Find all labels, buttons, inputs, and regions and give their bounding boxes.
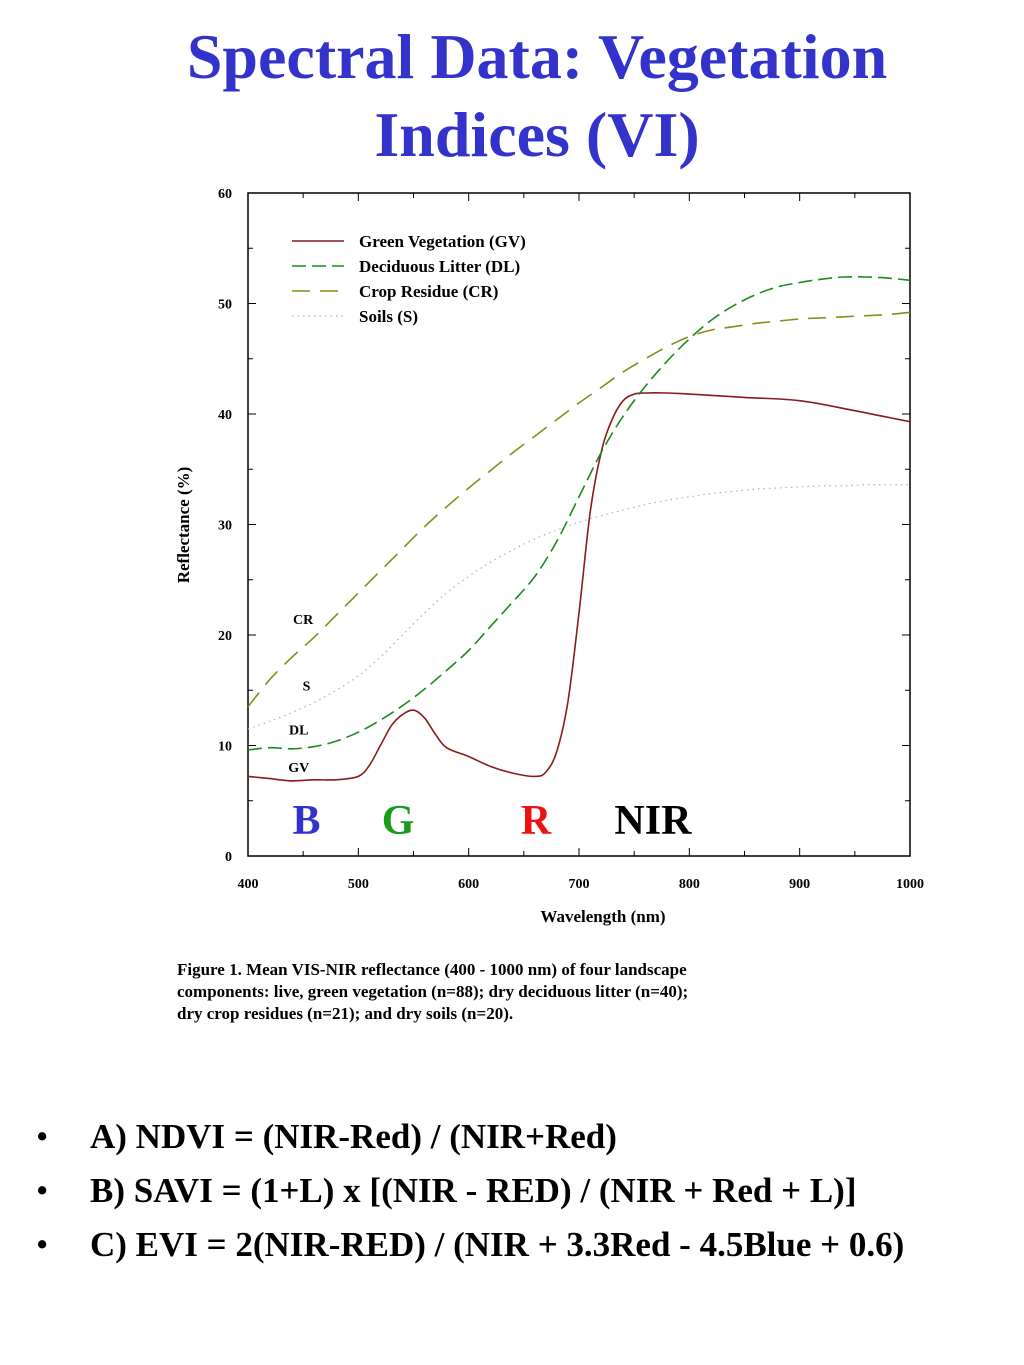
bullet-marker: • xyxy=(36,1225,49,1264)
slide-title: Spectral Data: Vegetation Indices (VI) xyxy=(0,18,1024,174)
bullet-marker: • xyxy=(36,1171,49,1210)
axis-ticks: 400 500 600 700 800 900 1000 0 10 20 30 40 50 60 xyxy=(218,187,924,892)
curve-label: GV xyxy=(288,761,309,776)
band-label: R xyxy=(521,798,552,844)
x-tick-label: 800 xyxy=(679,877,700,892)
formula-text: A) NDVI = (NIR-Red) / (NIR+Red) xyxy=(90,1117,617,1156)
legend-label: Soils (S) xyxy=(359,307,418,326)
formula-ndvi: • A) NDVI = (NIR-Red) / (NIR+Red) xyxy=(36,1112,904,1166)
legend-label: Green Vegetation (GV) xyxy=(359,232,526,251)
x-tick-label: 600 xyxy=(458,877,479,892)
x-axis-label: Wavelength (nm) xyxy=(540,907,665,926)
y-tick-label: 50 xyxy=(218,298,232,313)
legend-label: Crop Residue (CR) xyxy=(359,282,498,301)
y-axis-label: Reflectance (%) xyxy=(174,467,193,584)
curve-label: CR xyxy=(293,613,314,628)
plot-frame xyxy=(247,192,911,857)
slide-title-line-2: Indices (VI) xyxy=(374,99,700,170)
legend-label: Deciduous Litter (DL) xyxy=(359,257,520,276)
x-tick-label: 500 xyxy=(348,877,369,892)
formula-text: C) EVI = 2(NIR-RED) / (NIR + 3.3Red - 4.… xyxy=(90,1225,905,1264)
curve-label: DL xyxy=(289,723,308,738)
bullet-marker: • xyxy=(36,1117,49,1156)
chart-legend: Green Vegetation (GV) Deciduous Litter (D… xyxy=(292,232,526,326)
band-label: G xyxy=(382,798,415,844)
band-labels: B G R NIR xyxy=(292,798,692,844)
band-label: B xyxy=(292,798,320,844)
y-tick-label: 10 xyxy=(218,740,232,755)
x-tick-label: 1000 xyxy=(896,877,924,892)
slide-title-line-1: Spectral Data: Vegetation xyxy=(186,21,888,92)
series-line-cr xyxy=(247,311,911,708)
curve-labels: CR S DL GV xyxy=(288,613,314,776)
y-tick-label: 40 xyxy=(218,408,232,423)
series-line-dl xyxy=(247,275,911,751)
formula-text: B) SAVI = (1+L) x [(NIR - RED) / (NIR + … xyxy=(90,1171,857,1210)
band-label: NIR xyxy=(614,798,692,844)
caption-line-3: dry crop residues (n=21); and dry soils … xyxy=(177,1004,514,1023)
series-lines xyxy=(247,275,911,782)
x-tick-label: 900 xyxy=(789,877,810,892)
curve-label: S xyxy=(303,679,311,694)
x-tick-label: 700 xyxy=(569,877,590,892)
formula-savi: • B) SAVI = (1+L) x [(NIR - RED) / (NIR +… xyxy=(36,1166,904,1220)
figure-caption: Figure 1. Mean VIS-NIR reflectance (400 … xyxy=(177,959,877,1025)
series-line-gv xyxy=(247,392,911,782)
formula-evi: • C) EVI = 2(NIR-RED) / (NIR + 3.3Red - 4… xyxy=(36,1220,904,1274)
y-tick-label: 20 xyxy=(218,629,232,644)
y-tick-label: 30 xyxy=(218,519,232,534)
caption-line-1: Figure 1. Mean VIS-NIR reflectance (400 … xyxy=(177,960,687,979)
x-tick-label: 400 xyxy=(238,877,259,892)
reflectance-chart: 400 500 600 700 800 900 1000 0 10 20 30 40 50 60 Gree… xyxy=(174,187,924,926)
caption-line-2: components: live, green vegetation (n=88… xyxy=(177,982,689,1001)
y-tick-label: 60 xyxy=(218,187,232,202)
y-tick-label: 0 xyxy=(225,850,232,865)
formula-list: • A) NDVI = (NIR-Red) / (NIR+Red) • B) SAV… xyxy=(36,1112,904,1274)
